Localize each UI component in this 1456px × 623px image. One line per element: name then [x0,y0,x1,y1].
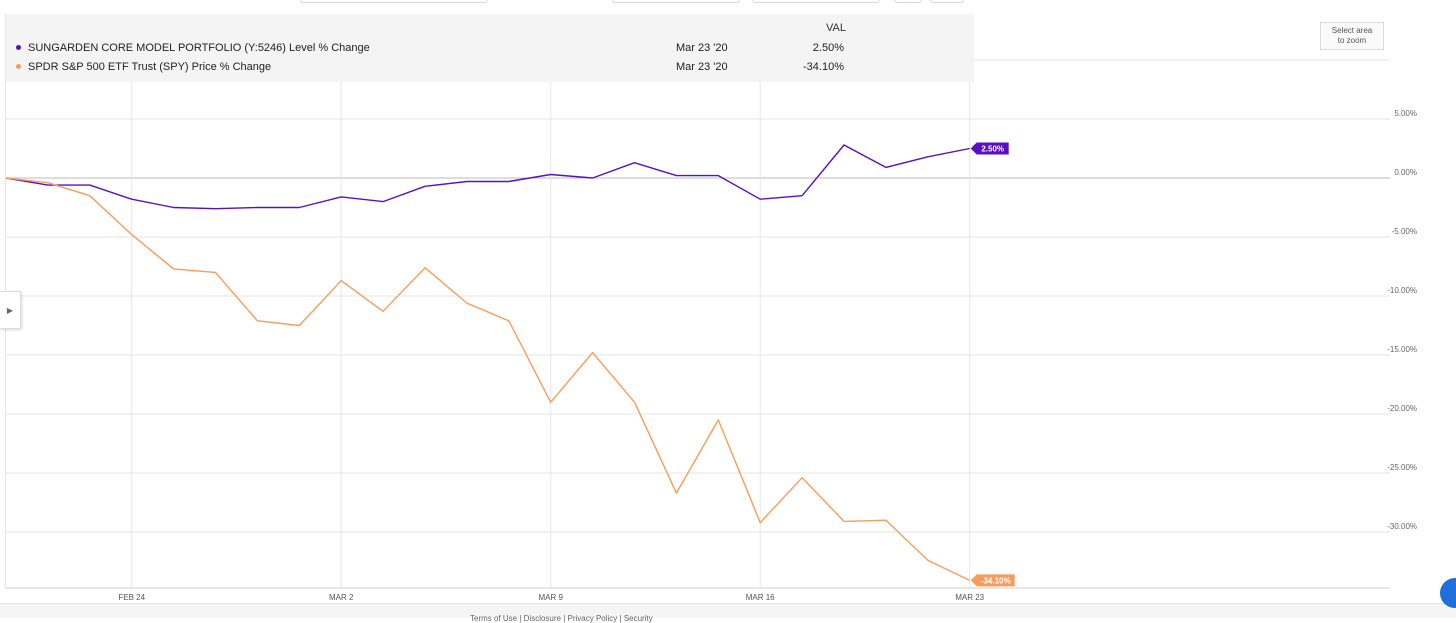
y-tick-label: -30.00% [1387,522,1417,531]
chat-bubble-icon[interactable] [1440,578,1456,608]
y-tick-label: 0.00% [1394,168,1417,177]
top-control[interactable] [752,0,880,3]
zoom-button-line2: to zoom [1337,36,1367,45]
end-label-tag-portfolio [970,142,1009,155]
legend-series-date: Mar 23 '20 [676,61,728,73]
top-control[interactable] [930,0,964,3]
legend-header-val: VAL [826,22,846,34]
legend-series-date: Mar 23 '20 [676,42,728,54]
legend-panel [6,14,974,82]
x-tick-label: MAR 2 [329,593,354,602]
y-tick-label: -5.00% [1392,227,1417,236]
series-end-labels: 2.50% -34.10% [970,142,1015,587]
y-tick-label: -10.00% [1387,286,1417,295]
x-tick-label: FEB 24 [118,593,145,602]
top-toolbar-strip [0,0,1456,14]
legend-series-name: SPDR S&P 500 ETF Trust (SPY) Price % Cha… [28,61,272,73]
legend-series-value: -34.10% [803,61,844,73]
x-tick-label: MAR 23 [955,593,984,602]
legend-series-value: 2.50% [812,42,844,54]
top-control[interactable] [300,0,488,3]
series-lines [5,144,971,582]
select-area-zoom-button[interactable]: Select area to zoom [1320,22,1384,50]
series-line-portfolio [5,144,970,210]
footer-links[interactable]: Terms of Use | Disclosure | Privacy Poli… [470,614,653,623]
zoom-button-line1: Select area [1331,26,1373,35]
legend-row-spy[interactable]: SPDR S&P 500 ETF Trust (SPY) Price % Cha… [16,59,956,77]
legend-row-portfolio[interactable]: SUNGARDEN CORE MODEL PORTFOLIO (Y:5246) … [16,40,956,58]
end-label-tag-spy [970,574,1015,587]
end-label-portfolio: 2.50% [981,145,1004,154]
y-tick-label: -25.00% [1387,463,1417,472]
side-panel-toggle[interactable]: ▶ [0,291,21,329]
top-control[interactable] [612,0,740,3]
top-control[interactable] [894,0,922,3]
y-tick-label: -15.00% [1387,345,1417,354]
series-line-spy [5,177,971,582]
page-footer: Terms of Use | Disclosure | Privacy Poli… [0,603,1456,623]
legend-dot-icon [16,64,21,69]
y-tick-label: 5.00% [1394,109,1417,118]
x-tick-label: MAR 9 [538,593,563,602]
chart-grid [6,14,1390,589]
x-axis: FEB 24 MAR 2 MAR 9 MAR 16 MAR 23 [118,593,984,602]
y-tick-label: -20.00% [1387,404,1417,413]
legend-dot-icon [16,45,21,50]
chevron-right-icon: ▶ [6,305,14,315]
y-axis: 5.00% 0.00% -5.00% -10.00% -15.00% -20.00% -25… [1387,109,1417,531]
end-label-spy: -34.10% [981,576,1011,585]
x-tick-label: MAR 16 [746,593,775,602]
legend-series-name: SUNGARDEN CORE MODEL PORTFOLIO (Y:5246) … [28,42,370,54]
